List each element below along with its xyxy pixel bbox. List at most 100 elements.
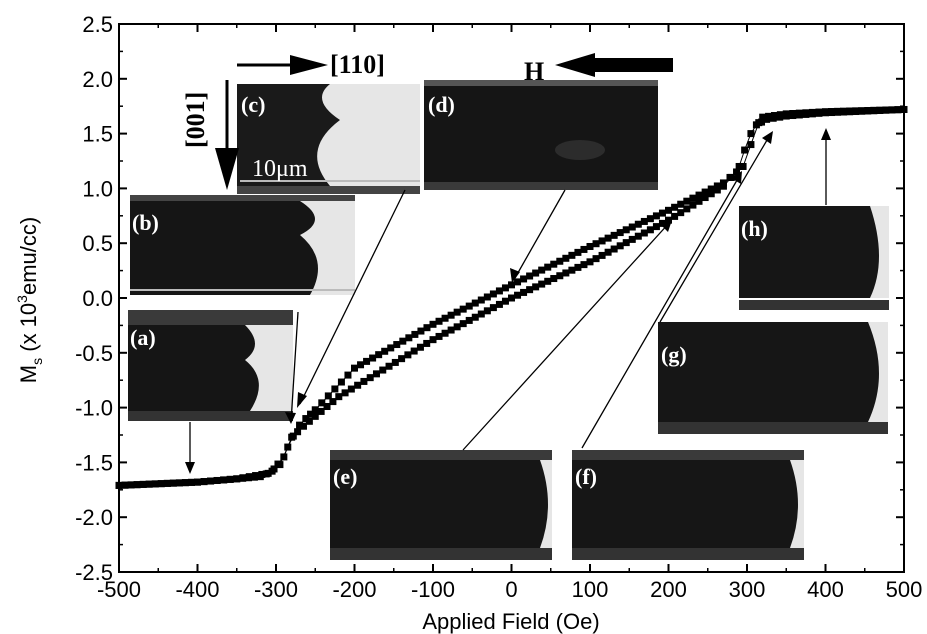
data-point-ascending	[404, 351, 412, 359]
data-point-ascending	[175, 479, 183, 487]
data-point-descending	[713, 182, 721, 190]
data-point-descending	[508, 281, 515, 289]
data-point-descending	[526, 272, 534, 280]
data-point-ascending	[416, 343, 424, 351]
data-point-descending	[483, 293, 491, 301]
data-point-ascending	[870, 107, 878, 115]
data-point-descending	[574, 248, 582, 256]
y-tick-label: -0.5	[75, 341, 113, 366]
data-point-ascending	[846, 108, 854, 116]
data-point-ascending	[758, 118, 766, 126]
arrow-110-icon	[237, 55, 328, 75]
direction-110-label: [110]	[330, 50, 385, 79]
data-point-descending	[733, 168, 741, 176]
data-point-ascending	[769, 114, 777, 122]
data-point-ascending	[213, 476, 221, 484]
data-point-descending	[417, 327, 425, 335]
data-point-descending	[405, 334, 413, 342]
data-point-descending	[520, 275, 528, 283]
data-point-ascending	[828, 109, 836, 117]
domain-image-inset-e	[330, 450, 552, 560]
arrow-001-icon	[215, 80, 239, 190]
data-point-descending	[538, 266, 546, 274]
data-point-descending	[544, 263, 552, 271]
data-point-ascending	[544, 277, 552, 285]
data-point-descending	[501, 284, 509, 292]
data-point-descending	[677, 200, 685, 208]
data-point-descending	[318, 399, 326, 407]
data-point-ascending	[752, 121, 760, 129]
data-point-descending	[344, 371, 352, 379]
data-point-descending	[634, 220, 642, 228]
data-point-descending	[580, 245, 588, 253]
data-point-descending	[689, 194, 697, 202]
data-point-descending	[598, 237, 606, 245]
data-point-descending	[665, 206, 672, 214]
data-point-ascending	[194, 478, 201, 486]
data-point-ascending	[133, 481, 141, 489]
data-point-descending	[640, 217, 648, 225]
panel-label-g: (g)	[661, 342, 687, 367]
data-point-descending	[302, 415, 310, 423]
data-point-descending	[399, 337, 407, 345]
data-point-ascending	[747, 130, 755, 138]
data-point-ascending	[245, 474, 253, 482]
data-point-ascending	[483, 307, 491, 315]
x-tick-label: 200	[650, 577, 687, 602]
data-point-descending	[695, 191, 703, 199]
inset-pointers	[185, 128, 831, 474]
data-point-descending	[646, 215, 654, 223]
x-tick-label: -200	[332, 577, 376, 602]
data-point-ascending	[115, 481, 123, 489]
data-point-descending	[357, 361, 365, 369]
data-point-ascending	[127, 481, 135, 489]
data-point-ascending	[795, 111, 803, 119]
domain-image-inset-f	[572, 450, 804, 560]
data-point-descending	[459, 305, 467, 313]
data-point-ascending	[489, 304, 497, 312]
data-point-ascending	[477, 310, 485, 318]
data-point-ascending	[592, 255, 600, 263]
data-point-ascending	[782, 112, 790, 120]
panel-label-h: (h)	[741, 216, 768, 241]
data-point-ascending	[562, 269, 570, 277]
data-point-ascending	[683, 205, 691, 213]
data-point-ascending	[471, 313, 479, 321]
data-point-ascending	[435, 332, 443, 340]
data-point-ascending	[256, 473, 264, 481]
data-point-ascending	[200, 478, 208, 486]
data-point-descending	[429, 320, 437, 328]
panel-label-c: (c)	[241, 92, 265, 117]
data-point-ascending	[815, 109, 823, 117]
y-tick-label: -1.0	[75, 396, 113, 421]
data-point-ascending	[586, 258, 594, 266]
panel-label-b: (b)	[132, 210, 159, 235]
data-point-ascending	[220, 476, 228, 484]
data-point-ascending	[335, 393, 343, 401]
y-tick-label: -2.5	[75, 560, 113, 585]
data-point-ascending	[429, 336, 437, 344]
data-point-ascending	[701, 194, 709, 202]
data-point-descending	[652, 212, 660, 220]
x-tick-label: -500	[97, 577, 141, 602]
data-point-descending	[477, 296, 485, 304]
data-point-ascending	[410, 347, 418, 355]
direction-001-label: [001]	[181, 92, 210, 148]
data-point-ascending	[495, 300, 503, 308]
data-point-ascending	[317, 407, 325, 415]
data-point-ascending	[465, 316, 473, 324]
data-point-ascending	[727, 173, 735, 181]
data-point-descending	[471, 299, 479, 307]
y-axis-title: Ms (x 103emu/cc)	[14, 217, 45, 383]
data-point-ascending	[852, 108, 860, 116]
data-point-descending	[489, 290, 497, 298]
data-point-ascending	[366, 374, 374, 382]
data-point-ascending	[526, 286, 534, 294]
x-tick-label: 300	[729, 577, 766, 602]
data-point-ascending	[840, 108, 848, 116]
domain-image-inset-a	[128, 310, 293, 421]
data-point-ascending	[568, 266, 576, 274]
data-point-descending	[465, 302, 473, 310]
x-tick-label: 0	[505, 577, 517, 602]
